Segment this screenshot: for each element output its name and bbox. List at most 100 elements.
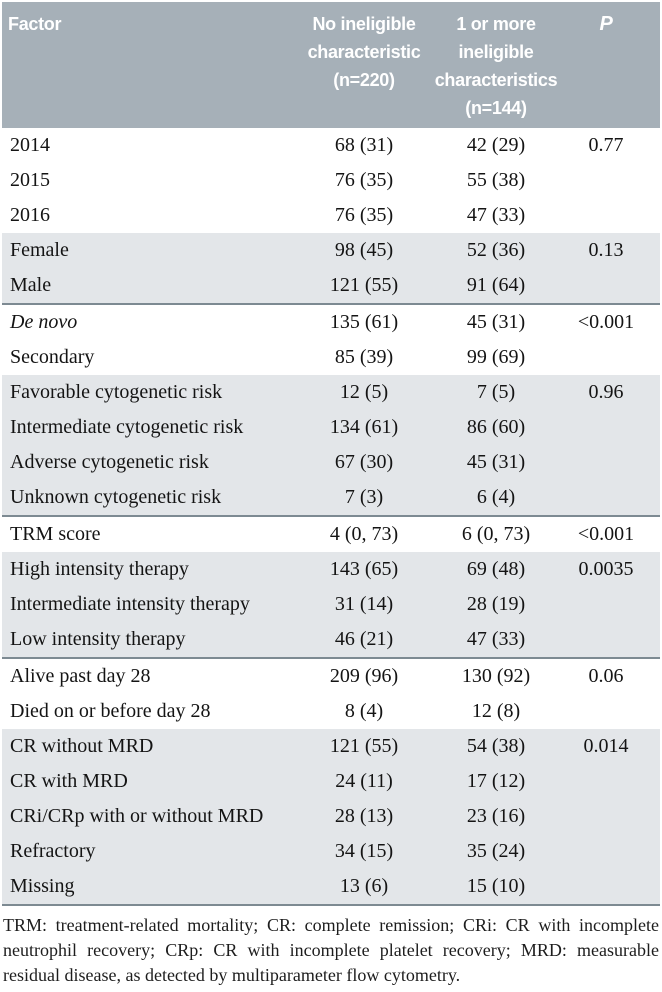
- baseline-characteristics-table: Factor No ineligible characteristic (n=2…: [2, 2, 660, 906]
- table-row: Favorable cytogenetic risk 12 (5) 7 (5) 0.9…: [2, 375, 660, 410]
- no-ineligible-value-cell: 68 (31): [334, 134, 394, 156]
- table-row: Intermediate cytogenetic risk 134 (61) 86 …: [2, 410, 660, 445]
- no-ineligible-value-cell: 67 (30): [302, 445, 426, 480]
- p-value-cell: [566, 694, 660, 729]
- no-ineligible-value-cell: 143 (65): [302, 552, 426, 587]
- one-or-more-value-cell: 99 (69): [466, 346, 526, 368]
- one-or-more-value-cell: 35 (24): [426, 834, 566, 869]
- table-row: Intermediate intensity therapy 31 (14) 28 …: [2, 587, 660, 622]
- no-ineligible-value-cell: 34 (15): [302, 834, 426, 869]
- column-header-no-ineligible: No ineligible characteristic (n=220): [302, 2, 426, 128]
- table-row: CR with MRD 24 (11) 17 (12): [2, 764, 660, 799]
- p-value-cell: 0.77: [588, 134, 624, 156]
- p-value-cell: [566, 410, 660, 445]
- factor-cell: Refractory: [2, 834, 302, 869]
- factor-cell: TRM score: [10, 523, 101, 545]
- one-or-more-value-cell: 55 (38): [466, 169, 526, 191]
- no-ineligible-value-cell: 209 (96): [329, 665, 399, 687]
- one-or-more-value-cell: 6 (0, 73): [461, 523, 531, 545]
- table-row: Low intensity therapy 46 (21) 47 (33): [2, 622, 660, 659]
- table-row: Refractory 34 (15) 35 (24): [2, 834, 660, 869]
- p-value-cell: [566, 163, 660, 198]
- factor-cell: 2016: [10, 204, 50, 226]
- one-or-more-value-cell: 54 (38): [426, 729, 566, 764]
- one-or-more-value-cell: 42 (29): [466, 134, 526, 156]
- no-ineligible-value-cell: 8 (4): [344, 700, 384, 722]
- factor-cell: CRi/CRp with or without MRD: [2, 799, 302, 834]
- one-or-more-value-cell: 12 (8): [471, 700, 521, 722]
- p-value-cell: <0.001: [577, 311, 635, 333]
- table-row: Unknown cytogenetic risk 7 (3) 6 (4): [2, 480, 660, 517]
- column-header-factor: Factor: [2, 2, 302, 128]
- no-ineligible-value-cell: 76 (35): [334, 169, 394, 191]
- factor-cell: Died on or before day 28: [10, 700, 211, 722]
- factor-cell: 2015: [10, 169, 50, 191]
- one-or-more-value-cell: 86 (60): [426, 410, 566, 445]
- no-ineligible-value-cell: 121 (55): [302, 729, 426, 764]
- no-ineligible-value-cell: 134 (61): [302, 410, 426, 445]
- table-row: Missing 13 (6) 15 (10): [2, 869, 660, 906]
- column-header-p-value: P: [566, 2, 660, 128]
- factor-cell: Female: [2, 233, 302, 268]
- one-or-more-value-cell: 69 (48): [426, 552, 566, 587]
- factor-cell: Unknown cytogenetic risk: [2, 480, 302, 517]
- factor-cell: High intensity therapy: [2, 552, 302, 587]
- table-row: Died on or before day 28 8 (4) 12 (8): [2, 694, 660, 729]
- p-value-cell: [566, 622, 660, 659]
- no-ineligible-value-cell: 7 (3): [302, 480, 426, 517]
- one-or-more-value-cell: 47 (33): [466, 204, 526, 226]
- no-ineligible-value-cell: 135 (61): [329, 311, 399, 333]
- table-row: Adverse cytogenetic risk 67 (30) 45 (31): [2, 445, 660, 480]
- one-or-more-value-cell: 45 (31): [426, 445, 566, 480]
- no-ineligible-value-cell: 121 (55): [302, 268, 426, 305]
- p-value-cell: [566, 480, 660, 517]
- one-or-more-value-cell: 45 (31): [466, 311, 526, 333]
- factor-cell: Low intensity therapy: [2, 622, 302, 659]
- table-row: Male 121 (55) 91 (64): [2, 268, 660, 305]
- factor-cell: 2014: [10, 134, 50, 156]
- p-value-cell: <0.001: [577, 523, 635, 545]
- no-ineligible-value-cell: 28 (13): [302, 799, 426, 834]
- factor-cell: Missing: [2, 869, 302, 906]
- factor-cell: Secondary: [10, 346, 95, 368]
- no-ineligible-value-cell: 4 (0, 73): [329, 523, 399, 545]
- no-ineligible-value-cell: 98 (45): [302, 233, 426, 268]
- one-or-more-value-cell: 28 (19): [426, 587, 566, 622]
- one-or-more-value-cell: 6 (4): [426, 480, 566, 517]
- one-or-more-value-cell: 17 (12): [426, 764, 566, 799]
- no-ineligible-value-cell: 76 (35): [334, 204, 394, 226]
- no-ineligible-value-cell: 31 (14): [302, 587, 426, 622]
- p-value-cell: 0.0035: [566, 552, 660, 587]
- p-value-cell: [566, 764, 660, 799]
- one-or-more-value-cell: 15 (10): [426, 869, 566, 906]
- table-footnote: TRM: treatment-related mortality; CR: co…: [3, 915, 659, 985]
- table-header: Factor No ineligible characteristic (n=2…: [2, 2, 660, 128]
- table-row: TRM score 4 (0, 73) 6 (0, 73) <0.001: [2, 516, 660, 552]
- table-row: Female 98 (45) 52 (36) 0.13: [2, 233, 660, 268]
- factor-cell: Adverse cytogenetic risk: [2, 445, 302, 480]
- no-ineligible-value-cell: 46 (21): [302, 622, 426, 659]
- p-value-cell: [566, 799, 660, 834]
- p-value-cell: [566, 587, 660, 622]
- p-value-cell: 0.13: [566, 233, 660, 268]
- one-or-more-value-cell: 7 (5): [426, 375, 566, 410]
- no-ineligible-value-cell: 85 (39): [334, 346, 394, 368]
- factor-cell: Intermediate cytogenetic risk: [2, 410, 302, 445]
- one-or-more-value-cell: 47 (33): [426, 622, 566, 659]
- p-value-cell: 0.014: [566, 729, 660, 764]
- table-row: Secondary 85 (39) 99 (69): [2, 340, 660, 375]
- header-row: Factor No ineligible characteristic (n=2…: [2, 2, 660, 128]
- p-value-cell: 0.96: [566, 375, 660, 410]
- factor-cell: De novo: [10, 311, 78, 333]
- table-row: CR without MRD 121 (55) 54 (38) 0.014: [2, 729, 660, 764]
- factor-cell: CR without MRD: [2, 729, 302, 764]
- one-or-more-value-cell: 52 (36): [426, 233, 566, 268]
- one-or-more-value-cell: 23 (16): [426, 799, 566, 834]
- table-row: 2014 68 (31) 42 (29) 0.77: [2, 128, 660, 163]
- table-body: 2014 68 (31) 42 (29) 0.77 2015 76 (35) 55 (38)…: [2, 128, 660, 906]
- factor-cell: Male: [2, 268, 302, 305]
- p-value-cell: [566, 268, 660, 305]
- table-row: 2016 76 (35) 47 (33): [2, 198, 660, 233]
- table-row: CRi/CRp with or without MRD 28 (13) 23 (16…: [2, 799, 660, 834]
